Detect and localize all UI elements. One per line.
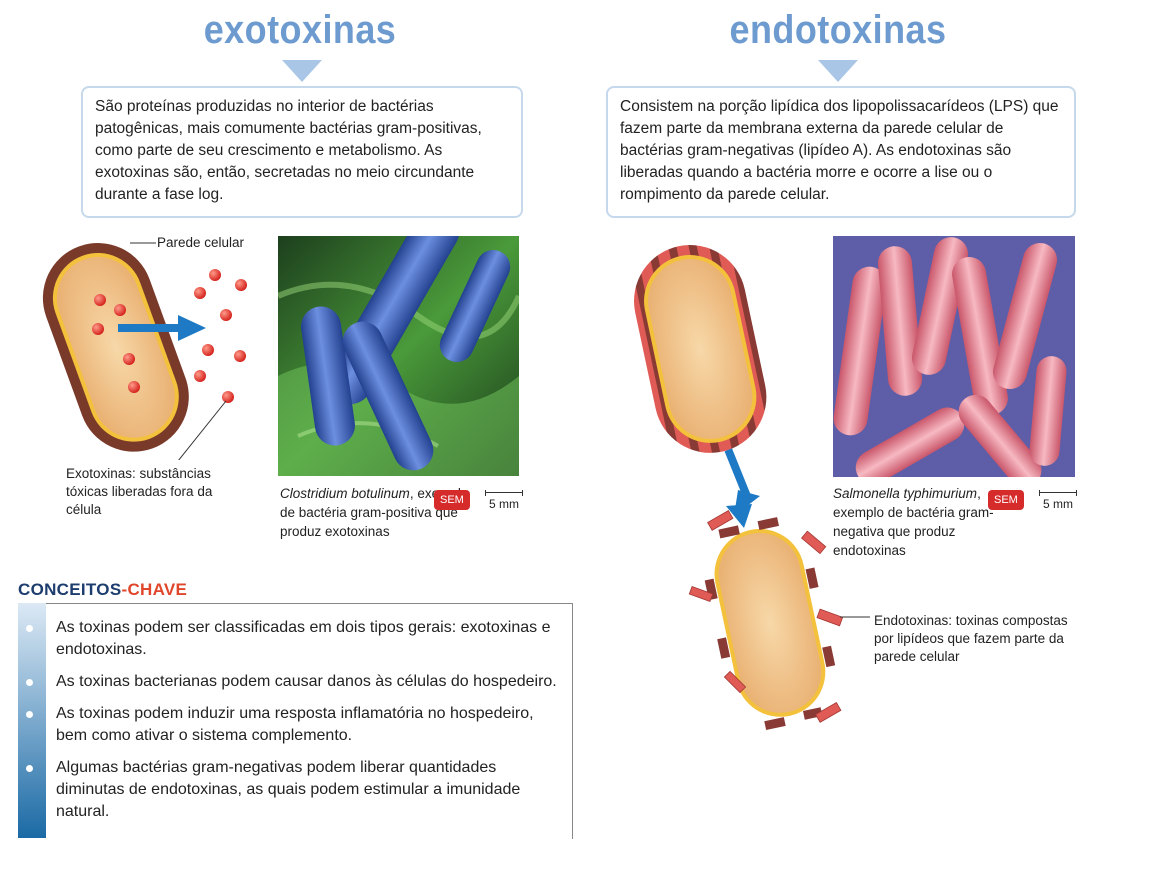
key-concepts-list: As toxinas podem ser classificadas em do… xyxy=(26,617,561,833)
exotoxins-description: São proteínas produzidas no interior de … xyxy=(81,86,523,218)
heading-part-b: CHAVE xyxy=(127,580,188,599)
gram-positive-cell-diagram xyxy=(42,242,247,460)
endotoxins-pointer xyxy=(818,60,858,82)
scale-bar: 5 mm xyxy=(484,490,524,511)
cell-wall-label: Parede celular xyxy=(157,235,245,250)
bullet-icon xyxy=(26,679,33,686)
exotoxins-title: exotoxinas xyxy=(203,8,397,52)
caption-species: Salmonella typhimurium xyxy=(833,486,978,501)
secreted-toxin-dots xyxy=(194,269,247,403)
salmonella-micrograph xyxy=(833,236,1075,477)
list-item-text: As toxinas podem induzir uma resposta in… xyxy=(56,705,534,744)
exotoxins-pointer xyxy=(282,60,322,82)
list-item: As toxinas podem ser classificadas em do… xyxy=(26,617,561,661)
sem-badge: SEM xyxy=(434,490,470,510)
bullet-icon xyxy=(26,765,33,772)
gram-negative-cell-diagram xyxy=(634,245,870,731)
list-item: Algumas bactérias gram-negativas podem l… xyxy=(26,757,561,823)
list-item: As toxinas podem induzir uma resposta in… xyxy=(26,703,561,747)
list-item-text: Algumas bactérias gram-negativas podem l… xyxy=(56,759,521,820)
clostridium-micrograph xyxy=(278,236,519,476)
sem-badge: SEM xyxy=(988,490,1024,510)
scale-bar: 5 mm xyxy=(1038,490,1078,511)
scale-label: 5 mm xyxy=(1043,497,1073,511)
endotoxins-label: Endotoxinas: toxinas compostas por lipíd… xyxy=(874,613,1068,664)
list-item-text: As toxinas bacterianas podem causar dano… xyxy=(56,673,557,690)
key-concepts-rail xyxy=(18,603,46,838)
heading-part-a: CONCEITOS xyxy=(18,580,122,599)
caption-species: Clostridium botulinum xyxy=(280,486,410,501)
bullet-icon xyxy=(26,625,33,632)
endotoxin-fragments xyxy=(688,509,844,723)
salmonella-caption: Salmonella typhimurium, exemplo de bacté… xyxy=(833,484,1023,560)
endotoxins-description: Consistem na porção lipídica dos lipopol… xyxy=(606,86,1076,218)
caption-text: , exemplo de bactéria gram-negativa que … xyxy=(833,486,994,558)
secretion-arrow xyxy=(118,315,206,341)
key-concepts-box xyxy=(46,603,573,839)
scale-label: 5 mm xyxy=(489,497,519,511)
exotoxins-label: Exotoxinas: substâncias tóxicas liberada… xyxy=(66,466,213,517)
key-concepts-heading: CONCEITOS-CHAVE xyxy=(18,580,187,600)
list-item-text: As toxinas podem ser classificadas em do… xyxy=(56,619,551,658)
lysis-arrow xyxy=(724,448,760,528)
internal-toxin-dots xyxy=(92,294,140,393)
heading-sep: - xyxy=(121,580,128,599)
bullet-icon xyxy=(26,711,33,718)
endotoxins-title: endotoxinas xyxy=(729,8,947,52)
list-item: As toxinas bacterianas podem causar dano… xyxy=(26,671,561,693)
